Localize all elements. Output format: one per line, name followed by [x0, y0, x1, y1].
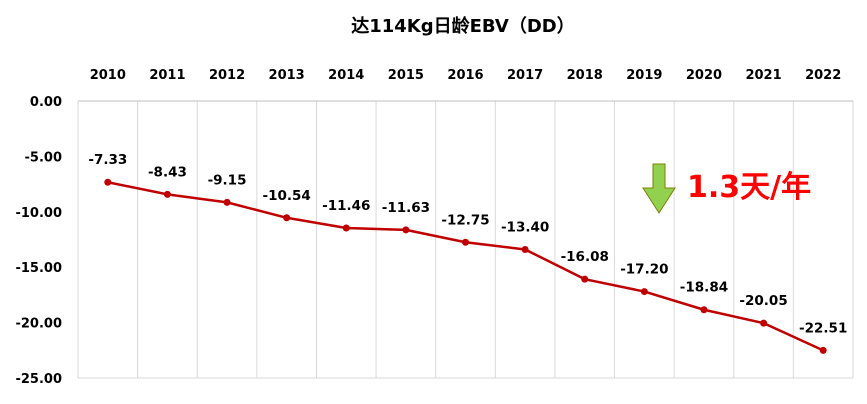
x-tick-label: 2022	[805, 68, 841, 83]
trend-annotation: 1.3天/年	[642, 163, 811, 214]
data-point	[819, 346, 827, 354]
data-label: -11.46	[322, 198, 370, 214]
x-tick-label: 2021	[745, 68, 781, 83]
y-axis: 0.00 -5.00 -10.00 -15.00 -20.00 -25.00	[15, 95, 62, 387]
chart-title: 达114Kg日龄EBV（DD）	[351, 15, 575, 37]
x-tick-label: 2020	[686, 68, 722, 83]
data-point	[342, 224, 350, 232]
data-point	[462, 238, 469, 246]
y-tick-label: -20.00	[15, 317, 62, 332]
data-label: -16.08	[561, 249, 609, 265]
data-label: -20.05	[739, 293, 787, 309]
data-point	[760, 319, 768, 327]
x-tick-label: 2013	[269, 68, 305, 83]
data-point	[640, 288, 648, 296]
x-tick-label: 2011	[149, 68, 185, 83]
data-point	[163, 190, 171, 198]
x-tick-label: 2010	[90, 68, 126, 83]
x-tick-label: 2014	[328, 68, 364, 83]
y-tick-label: 0.00	[30, 95, 62, 110]
data-label: -18.84	[680, 280, 728, 296]
x-axis: 2010 2011 2012 2013 2014 2015 2016 2017 2018 2019…	[78, 68, 853, 102]
data-label: -13.40	[501, 219, 549, 235]
series-polyline	[107, 180, 824, 352]
x-tick-label: 2015	[388, 68, 424, 83]
y-tick-label: -15.00	[15, 261, 62, 276]
y-tick-label: -5.00	[25, 150, 62, 165]
data-label: -22.51	[799, 320, 847, 336]
data-label: -7.33	[88, 152, 127, 168]
data-point	[521, 245, 529, 253]
data-point	[283, 214, 291, 222]
series-line	[104, 178, 827, 354]
grid-lines	[77, 101, 854, 379]
y-tick-label: -25.00	[15, 372, 62, 387]
data-label: -12.75	[441, 212, 489, 228]
data-label: -9.15	[208, 172, 247, 188]
data-point	[581, 275, 589, 283]
x-tick-label: 2017	[507, 68, 543, 83]
down-arrow-icon	[642, 163, 676, 214]
data-point	[223, 198, 231, 206]
data-label: -10.54	[262, 188, 310, 204]
data-point	[104, 178, 112, 186]
data-label: -17.20	[620, 262, 668, 278]
x-tick-label: 2018	[567, 68, 603, 83]
data-label: -11.63	[382, 200, 430, 216]
data-label: -8.43	[148, 164, 187, 180]
data-point	[402, 226, 410, 234]
x-tick-label: 2019	[626, 68, 662, 83]
data-point	[700, 306, 708, 314]
x-tick-label: 2016	[447, 68, 483, 83]
x-tick-label: 2012	[209, 68, 245, 83]
trend-annotation-text: 1.3天/年	[687, 170, 811, 205]
y-tick-label: -10.00	[15, 206, 62, 221]
data-labels: -7.33-8.43 -9.15-10.54-11.46 -11.63-12.75-…	[88, 152, 847, 336]
